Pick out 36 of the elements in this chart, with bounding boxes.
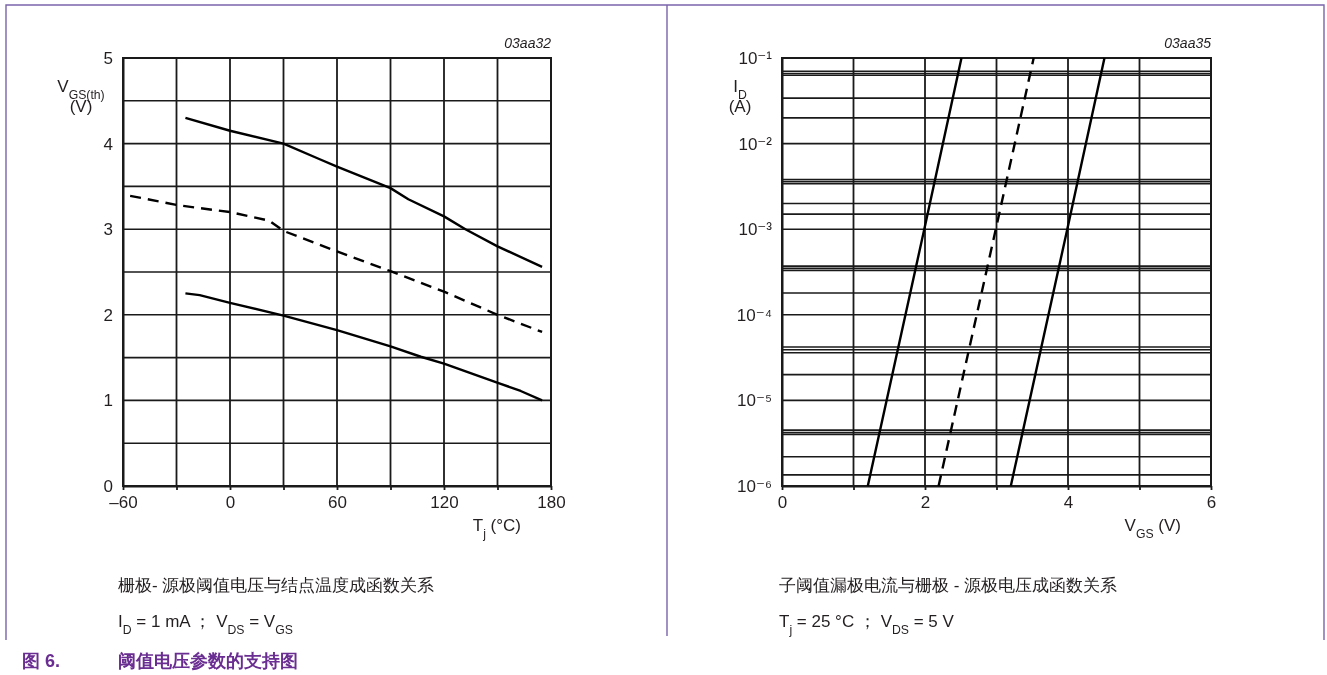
y-tick-label: 1 — [103, 391, 113, 411]
caption: 图 6. — [22, 651, 61, 671]
y-tick-label: 10⁻⁶ — [737, 476, 772, 496]
x-tick-label: 60 — [328, 493, 347, 513]
text: I$_{D}$ = 1 mA ； V$_{DS}$ = V$_{GS}$ — [118, 612, 293, 637]
y-tick-label: 10⁻¹ — [738, 48, 773, 68]
x-tick-label: –60 — [109, 493, 138, 513]
x-axis-title: V$_{GS}$ (V) — [1124, 516, 1181, 541]
y-axis-title: I$_{D}$ (A) — [728, 77, 752, 116]
line-series — [184, 292, 544, 402]
y-tick-label: 10⁻³ — [738, 220, 773, 240]
y-axis-title: V$_{GS(th)}$ (V) — [57, 77, 105, 116]
y-tick-label: 10⁻⁵ — [737, 391, 772, 411]
y-tick-label: 10⁻⁴ — [736, 305, 772, 325]
text: 子阈值漏极电流与栅极 - 源极电压成函数关系 — [779, 576, 1118, 595]
text: T$_{j}$ = 25 °C ； V$_{DS}$ = 5 V — [779, 612, 955, 637]
y-tick-label: 5 — [103, 48, 113, 68]
x-tick-label: 120 — [430, 493, 459, 513]
text: 阈值电压参数的支持图 — [118, 651, 298, 671]
y-tick-label: 10⁻² — [738, 134, 773, 154]
x-axis-title: T$_{j}$ (°C) — [472, 516, 521, 541]
text: 03aa32 — [504, 35, 552, 51]
text: 栅极- 源极阈值电压与结点温度成函数关系 — [118, 576, 435, 595]
x-tick-label: 0 — [777, 493, 788, 513]
x-tick-label: 2 — [920, 493, 931, 513]
x-tick-label: 4 — [1063, 493, 1074, 513]
y-tick-label: 3 — [103, 220, 113, 240]
x-tick-label: 180 — [537, 493, 566, 513]
y-tick-label: 2 — [103, 305, 113, 325]
x-tick-label: 6 — [1206, 493, 1217, 513]
x-tick-label: 0 — [225, 493, 236, 513]
y-tick-label: 4 — [103, 134, 113, 154]
y-tick-label: 0 — [103, 476, 113, 496]
line-series — [184, 116, 544, 269]
line-series — [128, 194, 544, 334]
text: 03aa35 — [1164, 35, 1212, 51]
